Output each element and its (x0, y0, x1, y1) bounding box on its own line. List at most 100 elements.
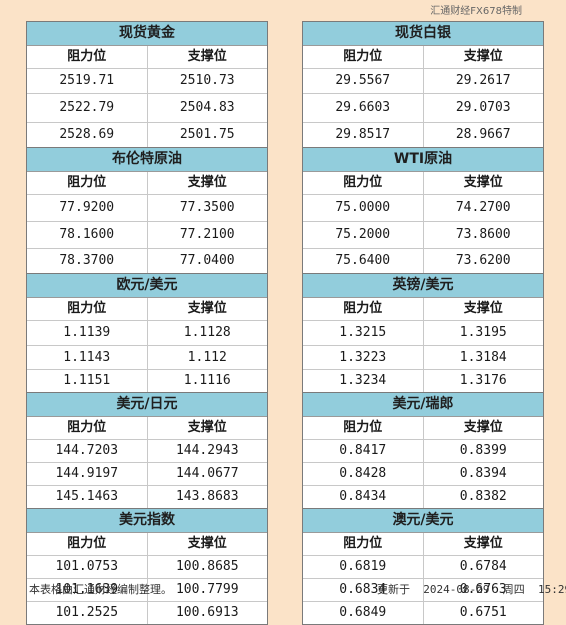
support-header: 支撑位 (463, 175, 503, 190)
quote-block: 美元/瑞郎 阻力位 支撑位 0.8417 0.8399 0.8428 0.8394 0.843… (303, 392, 543, 508)
instrument-title: 英镑/美元 (303, 274, 543, 298)
resistance-value: 0.8434 (303, 486, 424, 508)
resistance-value: 144.9197 (27, 463, 148, 485)
support-value: 2504.83 (179, 100, 235, 115)
support-value: 74.2700 (455, 200, 511, 215)
table-row: 1.3223 1.3184 (303, 346, 543, 370)
column-header-row: 阻力位 支撑位 (27, 417, 267, 440)
column-header-row: 阻力位 支撑位 (27, 46, 267, 69)
instrument-title: 美元/瑞郎 (303, 393, 543, 417)
column-header-row: 阻力位 支撑位 (303, 298, 543, 321)
resistance-value: 75.2000 (303, 222, 424, 248)
table-row: 101.2525 100.6913 (27, 602, 267, 624)
resistance-value: 0.6849 (303, 602, 424, 624)
table-row: 78.1600 77.2100 (27, 222, 267, 249)
support-value: 29.2617 (455, 73, 511, 88)
table-row: 1.1139 1.1128 (27, 321, 267, 346)
table-row: 1.3234 1.3176 (303, 370, 543, 392)
support-value: 73.8600 (455, 227, 511, 242)
footer-updated: 更新于 2024-08-29 周四 15:29 (377, 583, 566, 596)
resistance-value: 101.1639 (27, 579, 148, 601)
resistance-value: 77.9200 (27, 195, 148, 221)
table-row: 144.9197 144.0677 (27, 463, 267, 486)
support-value: 73.6200 (455, 253, 511, 268)
support-value: 77.2100 (179, 227, 235, 242)
instrument-title: 澳元/美元 (303, 509, 543, 533)
resistance-header: 阻力位 (303, 298, 424, 320)
support-header: 支撑位 (187, 420, 227, 435)
instrument-title: 现货白银 (303, 22, 543, 46)
support-value: 100.6913 (175, 605, 239, 620)
resistance-value: 1.3215 (303, 321, 424, 345)
resistance-value: 1.1151 (27, 370, 148, 392)
support-value: 0.6751 (459, 605, 507, 620)
instrument-title: 美元指数 (27, 509, 267, 533)
resistance-value: 29.6603 (303, 94, 424, 122)
support-value: 100.8685 (175, 559, 239, 574)
support-value: 77.0400 (179, 253, 235, 268)
support-value: 1.112 (187, 350, 227, 365)
resistance-header: 阻力位 (303, 533, 424, 555)
support-value: 1.3184 (459, 350, 507, 365)
right-panel: 现货白银 阻力位 支撑位 29.5567 29.2617 29.6603 29.0703 29… (302, 21, 544, 625)
watermark-text: 汇通财经FX678特制 (430, 6, 522, 17)
table-row: 75.2000 73.8600 (303, 222, 543, 249)
resistance-header: 阻力位 (27, 533, 148, 555)
quote-block: 澳元/美元 阻力位 支撑位 0.6819 0.6784 0.6834 0.6763 0.684… (303, 508, 543, 624)
resistance-value: 78.1600 (27, 222, 148, 248)
resistance-value: 0.6834 (303, 579, 424, 601)
support-value: 29.0703 (455, 100, 511, 115)
instrument-title: 欧元/美元 (27, 274, 267, 298)
support-value: 0.8399 (459, 443, 507, 458)
table-row: 29.5567 29.2617 (303, 69, 543, 94)
resistance-value: 2519.71 (27, 69, 148, 93)
support-header: 支撑位 (187, 175, 227, 190)
quote-block: 欧元/美元 阻力位 支撑位 1.1139 1.1128 1.1143 1.112 1.1151… (27, 273, 267, 392)
column-header-row: 阻力位 支撑位 (27, 172, 267, 195)
table-row: 75.6400 73.6200 (303, 249, 543, 273)
footer-note: 本表格由汇通财经编制整理。 (29, 583, 172, 596)
quote-block: 布伦特原油 阻力位 支撑位 77.9200 77.3500 78.1600 77.2100 7… (27, 147, 267, 273)
resistance-header: 阻力位 (303, 417, 424, 439)
support-value: 1.1116 (183, 373, 231, 388)
support-value: 0.6784 (459, 559, 507, 574)
quote-block: WTI原油 阻力位 支撑位 75.0000 74.2700 75.2000 73.8600 7… (303, 147, 543, 273)
resistance-header: 阻力位 (27, 417, 148, 439)
support-value: 2501.75 (179, 127, 235, 142)
resistance-value: 0.8428 (303, 463, 424, 485)
resistance-value: 1.3223 (303, 346, 424, 369)
support-value: 28.9667 (455, 127, 511, 142)
support-header: 支撑位 (187, 301, 227, 316)
support-value: 0.8394 (459, 466, 507, 481)
resistance-header: 阻力位 (27, 298, 148, 320)
support-header: 支撑位 (187, 536, 227, 551)
resistance-header: 阻力位 (303, 172, 424, 194)
support-header: 支撑位 (463, 536, 503, 551)
resistance-value: 1.1143 (27, 346, 148, 369)
resistance-value: 101.2525 (27, 602, 148, 624)
quote-block: 现货白银 阻力位 支撑位 29.5567 29.2617 29.6603 29.0703 29… (303, 21, 543, 147)
table-row: 29.6603 29.0703 (303, 94, 543, 123)
resistance-value: 145.1463 (27, 486, 148, 508)
support-value: 77.3500 (179, 200, 235, 215)
table-row: 2528.69 2501.75 (27, 123, 267, 147)
support-value: 144.2943 (175, 443, 239, 458)
resistance-value: 78.3700 (27, 249, 148, 273)
resistance-value: 1.3234 (303, 370, 424, 392)
support-value: 1.3195 (459, 325, 507, 340)
table-row: 0.8417 0.8399 (303, 440, 543, 463)
instrument-title: 布伦特原油 (27, 148, 267, 172)
resistance-value: 75.6400 (303, 249, 424, 273)
resistance-value: 29.5567 (303, 69, 424, 93)
table-row: 1.1143 1.112 (27, 346, 267, 370)
table-row: 0.8434 0.8382 (303, 486, 543, 508)
support-header: 支撑位 (187, 49, 227, 64)
quote-block: 现货黄金 阻力位 支撑位 2519.71 2510.73 2522.79 2504.83 25… (27, 21, 267, 147)
table-row: 2522.79 2504.83 (27, 94, 267, 123)
column-header-row: 阻力位 支撑位 (303, 417, 543, 440)
support-value: 144.0677 (175, 466, 239, 481)
instrument-title: 美元/日元 (27, 393, 267, 417)
table-row: 0.6849 0.6751 (303, 602, 543, 624)
resistance-value: 101.0753 (27, 556, 148, 578)
resistance-header: 阻力位 (27, 46, 148, 68)
